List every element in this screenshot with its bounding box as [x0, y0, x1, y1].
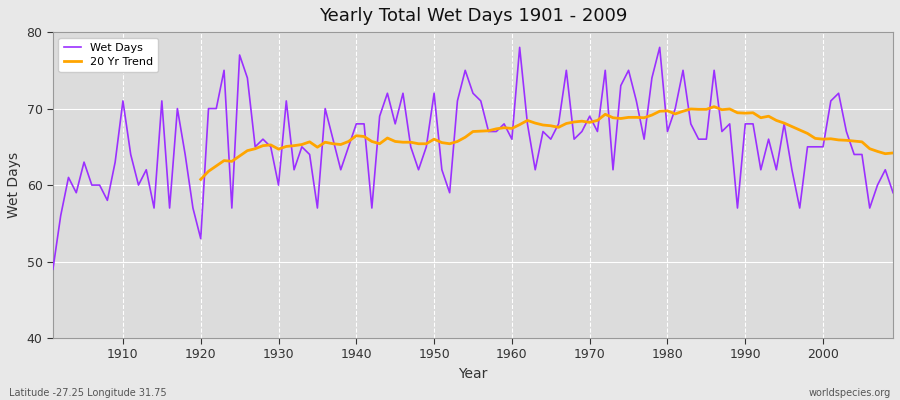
Wet Days — [507, 137, 517, 142]
Text: worldspecies.org: worldspecies.org — [809, 388, 891, 398]
Text: Latitude -27.25 Longitude 31.75: Latitude -27.25 Longitude 31.75 — [9, 388, 166, 398]
Y-axis label: Wet Days: Wet Days — [7, 152, 21, 218]
Title: Yearly Total Wet Days 1901 - 2009: Yearly Total Wet Days 1901 - 2009 — [319, 7, 627, 25]
20 Yr Trend — [887, 150, 898, 155]
Line: 20 Yr Trend: 20 Yr Trend — [201, 107, 893, 179]
Legend: Wet Days, 20 Yr Trend: Wet Days, 20 Yr Trend — [58, 38, 158, 72]
20 Yr Trend — [195, 177, 206, 182]
X-axis label: Year: Year — [458, 367, 488, 381]
20 Yr Trend — [708, 104, 719, 109]
20 Yr Trend — [405, 140, 416, 145]
Wet Days — [110, 160, 121, 164]
Wet Days — [887, 190, 898, 195]
Wet Days — [499, 122, 509, 126]
20 Yr Trend — [289, 143, 300, 148]
20 Yr Trend — [678, 109, 688, 114]
20 Yr Trend — [795, 128, 806, 132]
Wet Days — [328, 137, 338, 142]
Wet Days — [48, 267, 58, 272]
Line: Wet Days: Wet Days — [53, 47, 893, 269]
20 Yr Trend — [864, 146, 875, 151]
Wet Days — [514, 45, 525, 50]
Wet Days — [281, 98, 292, 103]
20 Yr Trend — [778, 121, 789, 126]
Wet Days — [608, 167, 618, 172]
